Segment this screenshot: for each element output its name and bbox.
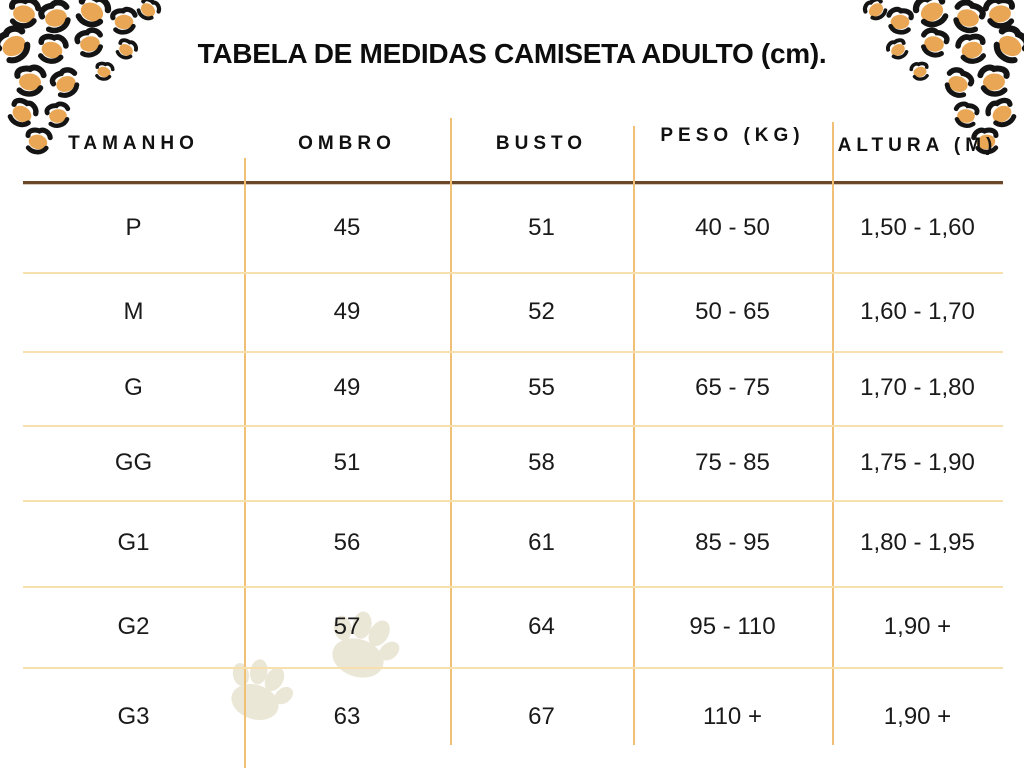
cell-altura: 1,50 - 1,60 [860,214,975,241]
cell-ombro: 51 [333,448,361,476]
size-table: P 45 51 40 - 50 1,50 - 1,60 M 49 52 50 -… [23,184,1003,767]
header-altura: ALTURA (M) [837,135,998,156]
page-title: TABELA DE MEDIDAS CAMISETA ADULTO (cm). [197,38,827,69]
cell-busto: 58 [528,448,555,476]
row-divider [23,351,1003,353]
cell-size: G1 [117,529,150,556]
cell-ombro: 63 [333,703,361,730]
cell-altura: 1,90 + [883,612,952,640]
column-divider [244,158,246,768]
cell-busto: 67 [528,703,555,730]
cell-size: G2 [117,612,150,640]
cell-altura: 1,80 - 1,95 [860,529,975,556]
cell-peso: 110 + [703,703,762,730]
header-peso: PESO (KG) [660,125,805,146]
cell-size: GG [114,448,153,476]
row-divider [23,586,1003,588]
cell-size: M [123,297,144,325]
header-ombro: OMBRO [298,133,396,154]
header-tamanho: TAMANHO [68,133,199,154]
header-rule [23,181,1003,185]
cell-altura: 1,90 + [883,703,952,730]
cell-ombro: 49 [333,374,361,401]
cell-size: G3 [117,703,150,730]
cell-busto: 64 [528,612,555,640]
column-divider [832,122,834,745]
cell-peso: 65 - 75 [695,374,770,401]
cell-altura: 1,60 - 1,70 [860,297,975,325]
cell-busto: 52 [528,297,555,325]
cell-ombro: 56 [333,529,361,556]
cell-peso: 50 - 65 [695,297,770,325]
cell-size: P [125,214,142,241]
row-divider [23,425,1003,427]
table-header-row: TAMANHO OMBRO BUSTO PESO (KG) ALTURA (M) [23,116,1003,172]
header-busto: BUSTO [495,133,588,154]
cell-ombro: 57 [333,612,361,640]
cell-ombro: 45 [333,214,361,241]
cell-peso: 75 - 85 [695,448,770,476]
cell-busto: 55 [528,374,555,401]
cell-peso: 95 - 110 [689,612,776,640]
row-divider [23,500,1003,502]
cell-altura: 1,70 - 1,80 [860,374,975,401]
row-divider [23,667,1003,669]
cell-altura: 1,75 - 1,90 [860,448,975,476]
column-divider [450,118,452,745]
column-divider [633,126,635,745]
cell-peso: 40 - 50 [695,214,770,241]
cell-busto: 51 [528,214,555,241]
cell-peso: 85 - 95 [695,529,770,556]
cell-busto: 61 [528,529,555,556]
cell-ombro: 49 [333,297,361,325]
row-divider [23,272,1003,274]
cell-size: G [124,374,143,401]
